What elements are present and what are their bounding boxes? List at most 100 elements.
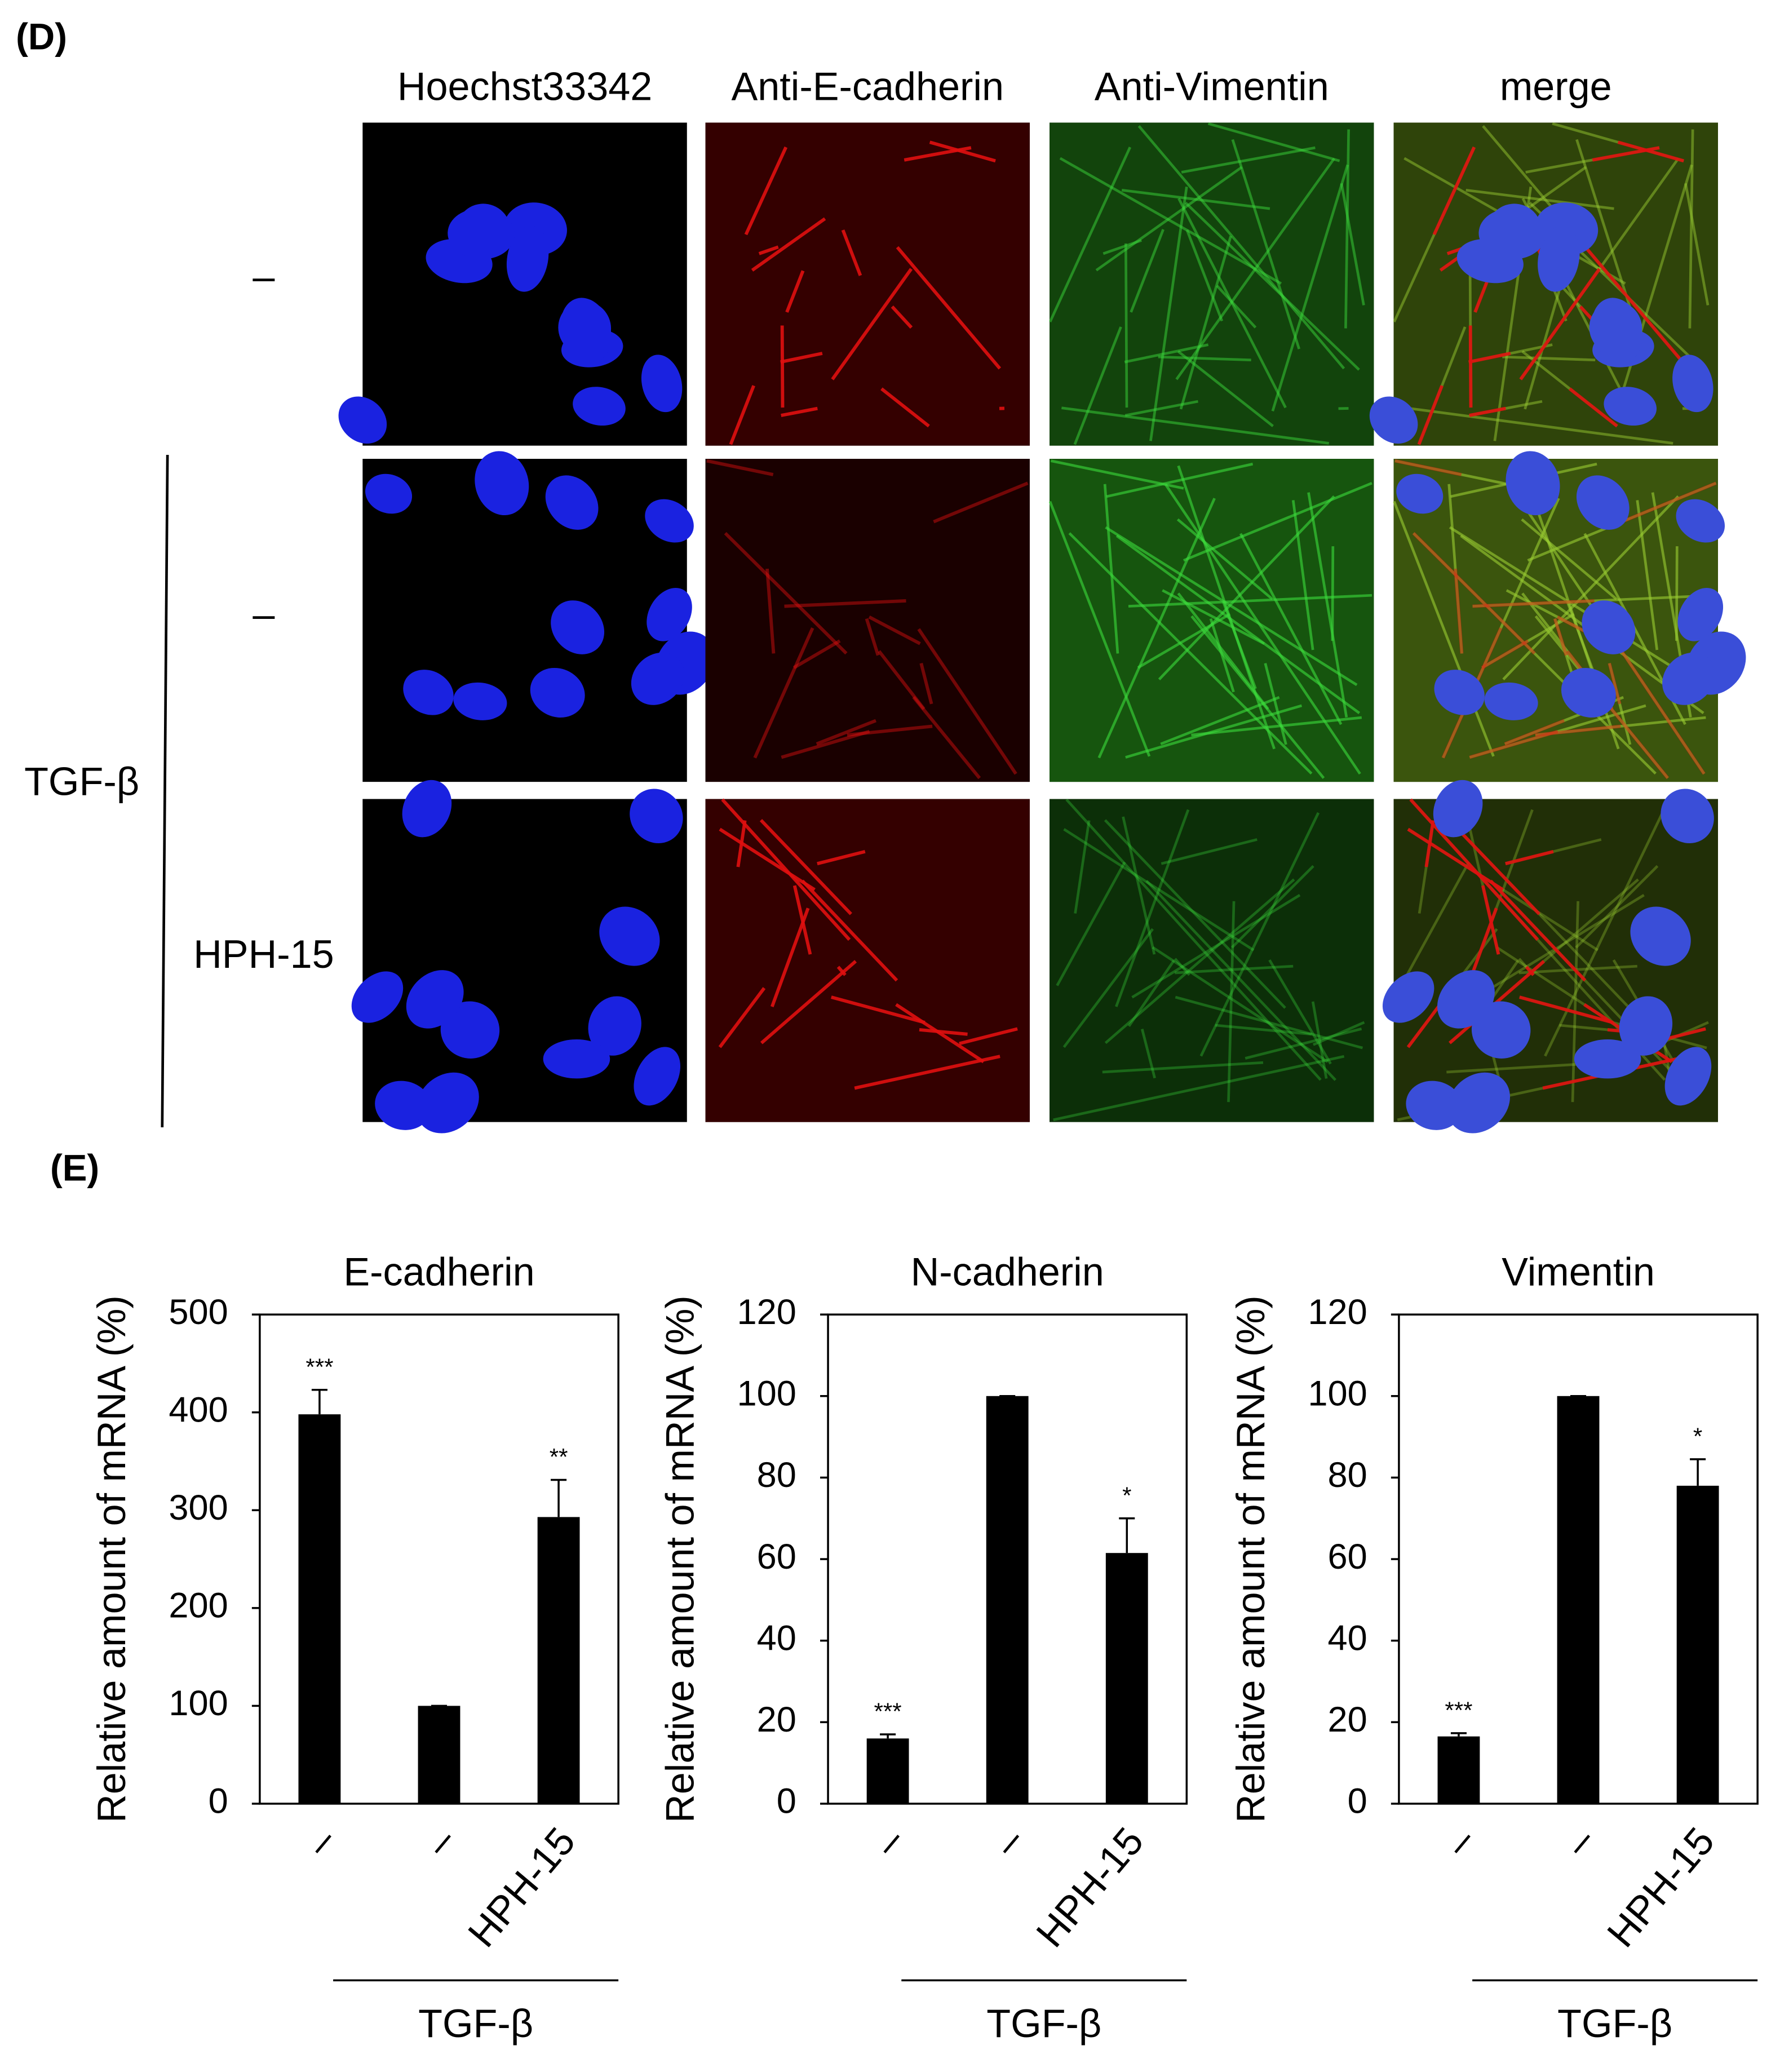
nucleus [1677,587,1724,641]
micrograph [705,459,1030,782]
membrane [801,879,898,982]
micrograph [1369,122,1718,446]
membrane [1412,532,1536,655]
filament [1344,129,1350,329]
row-label: – [253,591,274,636]
filament [1105,526,1358,687]
nucleus [1382,971,1434,1023]
filament [1502,495,1680,680]
image-background [705,459,1030,782]
membrane [896,246,1002,370]
membrane [1447,819,1540,915]
row-label: – [253,254,274,298]
group-label: TGF-β [24,759,139,803]
filament [1413,532,1657,775]
filament [1073,326,1122,445]
chart-title: E-cadherin [343,1250,534,1294]
filament [1447,484,1463,654]
micrograph [351,780,687,1134]
membrane [759,819,852,915]
membrane [868,616,921,645]
micrograph [1048,459,1374,782]
y-tick-label: 300 [169,1488,228,1528]
filament [1124,343,1209,364]
membrane [1407,827,1504,891]
y-tick-label: 60 [1328,1537,1367,1577]
filament [1535,716,1706,737]
membrane [781,406,818,417]
filament [1400,861,1471,986]
significance: *** [305,1353,333,1380]
membrane [1535,724,1621,737]
filament [1102,239,1142,255]
filament [1215,1024,1312,1036]
nucleus [551,600,605,654]
membrane [831,995,926,1024]
nucleus [573,387,626,426]
nucleus [1434,670,1485,715]
nucleus [1630,906,1691,966]
x-tick-label: – [1436,1819,1484,1865]
nucleus [588,996,641,1056]
filament [1449,526,1702,687]
image-background [362,459,687,782]
membrane [1469,729,1558,759]
filament [1175,964,1294,975]
nucleus [543,1039,610,1079]
x-tick-label: – [416,1819,464,1865]
membrane [744,146,788,236]
membrane [706,459,774,476]
membrane [895,1003,985,1064]
y-tick-label: 20 [1328,1700,1367,1739]
membrane [933,481,1029,524]
filament [1164,484,1361,775]
membrane [1553,618,1568,656]
y-tick-label: 100 [1308,1374,1367,1413]
nucleus [402,780,452,838]
y-axis-label: Relative amount of mRNA (%) [89,1295,134,1823]
nucleus [1576,475,1630,530]
x-tick-label: – [984,1819,1033,1865]
micrograph [362,451,715,782]
filament [1264,663,1287,745]
nucleus [1471,1001,1531,1059]
membrane [784,599,906,608]
filament [1122,816,1156,955]
nucleus [351,971,404,1023]
group-label: TGF-β [986,2001,1101,2046]
filament [1068,532,1313,775]
membrane [878,650,926,710]
nucleus [365,473,413,514]
group-label: TGF-β [1557,2001,1672,2046]
micrograph [705,798,1030,1122]
filament [1544,812,1664,1057]
membrane [751,217,826,272]
filament [1104,878,1295,1044]
membrane [831,268,913,380]
membrane [1569,387,1618,428]
nucleus [560,298,612,364]
membrane [1608,662,1622,705]
filament [1104,819,1286,1009]
filament [1158,355,1251,362]
nucleus [1582,600,1636,654]
membrane [836,966,847,976]
y-tick-label: 0 [209,1782,228,1821]
bar [1437,1736,1480,1804]
cytoplasm-stain [1050,799,1374,1122]
nucleus [1447,1072,1511,1134]
membrane [891,306,913,329]
y-tick-label: 80 [1328,1455,1367,1495]
filament [1149,187,1188,441]
micrograph [1393,451,1746,782]
nucleus [1506,451,1560,516]
filament [1179,236,1232,410]
membrane [753,627,814,759]
membrane [771,907,810,1007]
filament [1176,518,1273,600]
filament [1675,546,1679,641]
filament [1177,198,1287,409]
nucleus [1396,473,1444,514]
filament [1174,958,1190,976]
membrane [1489,879,1587,982]
